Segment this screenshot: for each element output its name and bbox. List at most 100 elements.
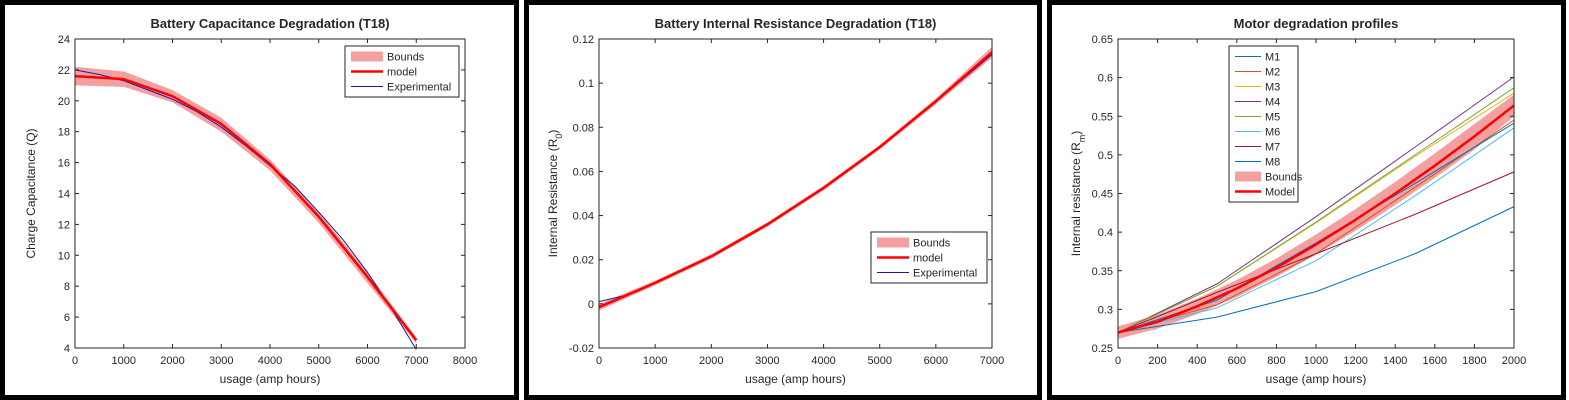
x-tick-label: 2000 <box>160 355 184 367</box>
legend-label-experimental: Experimental <box>913 268 977 280</box>
y-axis-label-end: ) <box>546 130 560 134</box>
y-axis-label: Charge Capacitance (Q) <box>24 128 38 258</box>
x-tick-label: 4000 <box>258 355 282 367</box>
x-tick-label: 3000 <box>209 355 233 367</box>
legend-label-model: model <box>387 67 417 79</box>
legend-label-m5: M5 <box>1265 112 1280 124</box>
x-tick-label: 2000 <box>1502 355 1526 367</box>
legend-label-m7: M7 <box>1265 142 1280 154</box>
x-tick-label: 1800 <box>1462 355 1486 367</box>
legend-label-m8: M8 <box>1265 157 1280 169</box>
chart-title: Battery Internal Resistance Degradation … <box>655 16 937 31</box>
legend-swatch-bounds <box>351 51 383 62</box>
x-tick-label: 6000 <box>924 355 948 367</box>
chart-panel-battery-capacitance: Battery Capacitance Degradation (T18) 0 10… <box>0 0 519 400</box>
y-axis-label-main: Internal resistance (R <box>1069 142 1083 256</box>
x-tick-label: 1600 <box>1423 355 1447 367</box>
y-tick-label: 0.35 <box>1092 266 1113 278</box>
plot-area-border <box>1117 38 1515 349</box>
chart-title: Battery Capacitance Degradation (T18) <box>150 16 389 31</box>
y-tick-label: 4 <box>64 343 70 355</box>
chart-battery-resistance: Battery Internal Resistance Degradation … <box>546 16 1004 386</box>
x-tick-label: 1000 <box>1304 355 1328 367</box>
legend-label-model: model <box>913 253 943 265</box>
y-tick-label: 0.65 <box>1092 34 1113 46</box>
series-line-model <box>1117 104 1515 334</box>
series-line-m7 <box>1117 171 1515 334</box>
y-tick-label: 6 <box>64 312 70 324</box>
x-tick-label: 0 <box>1115 355 1121 367</box>
x-tick-label: 5000 <box>867 355 891 367</box>
x-tick-label: 5000 <box>307 355 331 367</box>
legend-swatch-bounds <box>877 237 909 248</box>
legend-label-bounds: Bounds <box>1265 172 1303 184</box>
x-tick-label: 7000 <box>980 355 1004 367</box>
y-axis-label-subscript: 0 <box>554 134 564 139</box>
y-tick-label: 0.06 <box>573 166 594 178</box>
series-line-m5 <box>1117 87 1515 334</box>
legend-swatch-bounds <box>1235 171 1261 182</box>
series-line-m3 <box>1117 92 1515 334</box>
y-tick-label: 14 <box>58 189 70 201</box>
legend-label-m2: M2 <box>1265 67 1280 79</box>
chart-battery-capacitance: Battery Capacitance Degradation (T18) 0 10… <box>24 16 477 386</box>
x-tick-label: 1000 <box>112 355 136 367</box>
chart-title: Motor degradation profiles <box>1234 16 1399 31</box>
y-tick-label: 12 <box>58 219 70 231</box>
y-tick-label: 0.08 <box>573 122 594 134</box>
y-tick-label: 24 <box>58 34 70 46</box>
y-tick-label: 0.1 <box>579 78 594 90</box>
y-tick-label: 20 <box>58 96 70 108</box>
plot-area-border <box>598 38 993 349</box>
x-tick-label: 6000 <box>355 355 379 367</box>
x-tick-label: 2000 <box>699 355 723 367</box>
chart-panel-battery-resistance: Battery Internal Resistance Degradation … <box>524 0 1042 400</box>
y-tick-label: 0.02 <box>573 255 594 267</box>
legend-label-m3: M3 <box>1265 82 1280 94</box>
bounds-band <box>75 66 417 344</box>
x-tick-label: 800 <box>1267 355 1285 367</box>
y-tick-label: 0.5 <box>1098 150 1113 162</box>
series-line-model <box>74 74 418 342</box>
x-tick-label: 8000 <box>453 355 477 367</box>
legend-label-m6: M6 <box>1265 127 1280 139</box>
legend-label-m4: M4 <box>1265 97 1280 109</box>
y-axis-label: Internal Resistance (R0) <box>546 130 564 258</box>
series-line-experimental <box>74 69 417 350</box>
y-axis-label-subscript: m <box>1077 135 1087 143</box>
y-axis-label-main: Internal Resistance (R <box>546 138 560 257</box>
y-tick-label: 8 <box>64 281 70 293</box>
x-tick-label: 7000 <box>404 355 428 367</box>
x-tick-label: 0 <box>596 355 602 367</box>
y-tick-label: 0 <box>588 299 594 311</box>
legend-label-model: Model <box>1265 187 1295 199</box>
legend-label-bounds: Bounds <box>387 52 425 64</box>
x-tick-label: 200 <box>1148 355 1166 367</box>
legend-label-experimental: Experimental <box>387 82 451 94</box>
series-line-m1 <box>1117 206 1515 334</box>
legend: M1 M2 M3 M4 M5 M6 M7 M8 Bounds Model <box>1228 45 1303 203</box>
y-tick-label: 10 <box>58 250 70 262</box>
y-tick-label: 0.55 <box>1092 111 1113 123</box>
y-tick-label: 0.4 <box>1098 227 1113 239</box>
chart-panel-motor-degradation: Motor degradation profiles 0 200 400 600 800 1… <box>1047 0 1566 400</box>
y-tick-label: 0.6 <box>1098 73 1113 85</box>
x-tick-label: 3000 <box>755 355 779 367</box>
y-axis-label: Internal resistance (Rm) <box>1069 131 1087 257</box>
y-axis-label-main: Charge Capacitance (Q) <box>24 128 38 258</box>
series-line-model <box>598 51 993 309</box>
y-tick-label: 22 <box>58 65 70 77</box>
legend: Bounds model Experimental <box>344 45 460 98</box>
legend-label-m1: M1 <box>1265 52 1280 64</box>
y-tick-label: 0.3 <box>1098 304 1113 316</box>
y-tick-label: 0.04 <box>573 211 594 223</box>
x-tick-label: 1400 <box>1383 355 1407 367</box>
x-axis-label: usage (amp hours) <box>1266 372 1367 386</box>
series-line-m4 <box>1117 76 1515 333</box>
legend-label-bounds: Bounds <box>913 238 951 250</box>
x-axis-label: usage (amp hours) <box>745 372 846 386</box>
x-tick-label: 400 <box>1188 355 1206 367</box>
y-axis-label-end: ) <box>1069 131 1083 135</box>
x-tick-label: 1200 <box>1343 355 1367 367</box>
x-tick-label: 600 <box>1228 355 1246 367</box>
